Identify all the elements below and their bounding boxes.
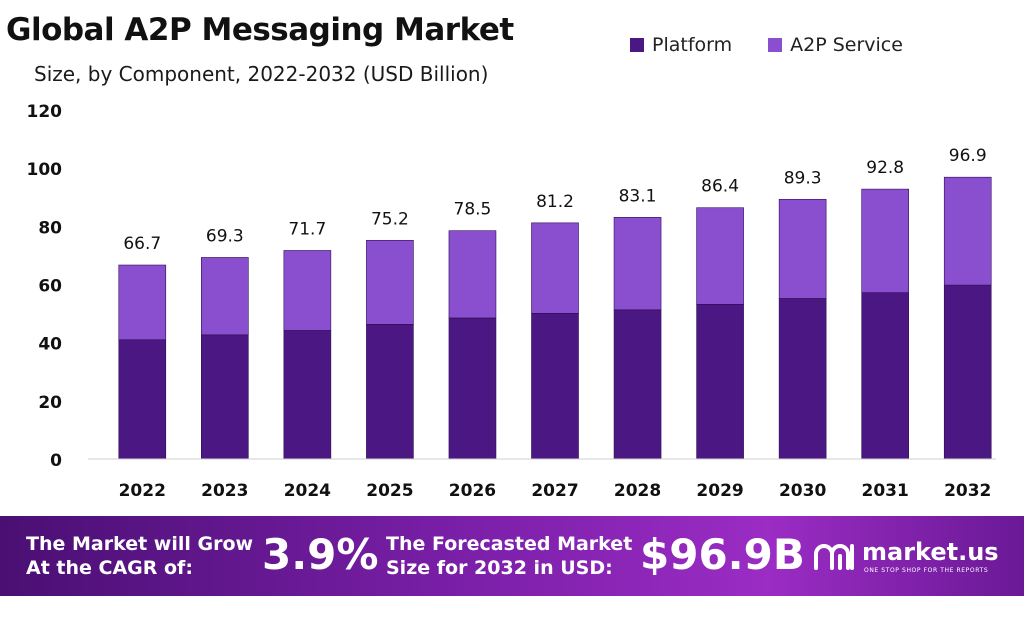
cagr-value: 3.9%: [262, 530, 379, 579]
legend-item-platform: Platform: [630, 34, 732, 56]
bar-segment-platform: [861, 292, 909, 460]
bar-segment-platform: [613, 309, 662, 460]
x-tick-label: 2027: [531, 481, 578, 501]
legend-label-a2p-service: A2P Service: [790, 34, 903, 56]
x-tick-label: 2025: [366, 481, 413, 501]
legend: Platform A2P Service: [630, 34, 903, 56]
bar-total-label: 81.2: [536, 192, 574, 212]
bar-total-label: 71.7: [288, 219, 326, 239]
bar-segment-platform: [366, 324, 414, 460]
legend-item-a2p-service: A2P Service: [768, 34, 903, 56]
bar-total-label: 96.9: [949, 146, 987, 166]
bar-total-label: 69.3: [206, 226, 244, 246]
x-tick-label: 2024: [284, 481, 331, 501]
x-tick-label: 2031: [862, 481, 909, 501]
y-tick-label: 0: [50, 451, 62, 471]
brand-name: market.us: [862, 538, 999, 566]
bar-segment-platform: [778, 298, 827, 460]
footer-banner: The Market will Grow At the CAGR of: 3.9…: [0, 516, 1024, 596]
bar-segment-platform: [118, 339, 167, 460]
bar-segment-a2p-service: [366, 239, 414, 325]
x-tick-label: 2026: [449, 481, 496, 501]
y-tick-label: 60: [38, 277, 62, 297]
bar-segment-a2p-service: [696, 207, 744, 305]
forecast-value: $96.9B: [640, 530, 805, 579]
bar-total-label: 78.5: [454, 200, 492, 220]
bar-segment-platform: [283, 330, 332, 460]
bar-segment-a2p-service: [613, 217, 662, 311]
bar-segment-platform: [696, 303, 744, 460]
legend-label-platform: Platform: [652, 34, 733, 56]
chart-subtitle: Size, by Component, 2022-2032 (USD Billi…: [34, 62, 489, 86]
bar-segment-a2p-service: [778, 198, 827, 299]
x-tick-label: 2022: [119, 481, 166, 501]
bar-total-label: 86.4: [701, 177, 739, 197]
bar-segment-platform: [943, 284, 992, 460]
bar-total-label: 83.1: [619, 186, 657, 206]
bar-segment-a2p-service: [201, 257, 249, 336]
bar-total-label: 92.8: [866, 158, 904, 178]
y-tick-label: 80: [38, 218, 62, 238]
bar-chart: 0 20 40 60 80 100 120 66.7 2022 69.3 2023 71.7 2024 7…: [27, 102, 996, 501]
y-tick-label: 40: [38, 335, 62, 355]
bar-segment-a2p-service: [118, 264, 167, 341]
forecast-label-line2: Size for 2032 in USD:: [386, 557, 613, 579]
x-tick-label: 2023: [201, 481, 248, 501]
y-tick-label: 20: [38, 393, 62, 413]
bar-total-label: 66.7: [123, 234, 161, 254]
cagr-label-line1: The Market will Grow: [26, 533, 254, 555]
x-tick-label: 2029: [696, 481, 743, 501]
cagr-label-line2: At the CAGR of:: [26, 557, 193, 579]
bar-segment-a2p-service: [448, 230, 497, 319]
bar-segment-platform: [448, 317, 497, 460]
bar-total-label: 89.3: [784, 168, 822, 188]
legend-swatch-a2p-service: [768, 38, 783, 52]
bar-segment-platform: [201, 334, 249, 460]
bar-segment-a2p-service: [283, 250, 332, 331]
bar-segment-a2p-service: [531, 222, 579, 314]
x-tick-label: 2030: [779, 481, 826, 501]
bar-segment-platform: [531, 312, 579, 460]
legend-swatch-platform: [630, 38, 644, 52]
forecast-label-line1: The Forecasted Market: [386, 533, 633, 555]
y-tick-label: 120: [27, 102, 63, 122]
bar-total-label: 75.2: [371, 209, 409, 229]
market-us-logo-icon: [814, 544, 854, 570]
bar-segment-a2p-service: [943, 176, 992, 286]
x-tick-label: 2032: [944, 481, 991, 501]
x-tick-label: 2028: [614, 481, 661, 501]
bar-segment-a2p-service: [861, 188, 909, 293]
chart-title: Global A2P Messaging Market: [6, 12, 514, 48]
y-tick-label: 100: [27, 160, 63, 180]
brand-tagline: ONE STOP SHOP FOR THE REPORTS: [864, 567, 989, 574]
